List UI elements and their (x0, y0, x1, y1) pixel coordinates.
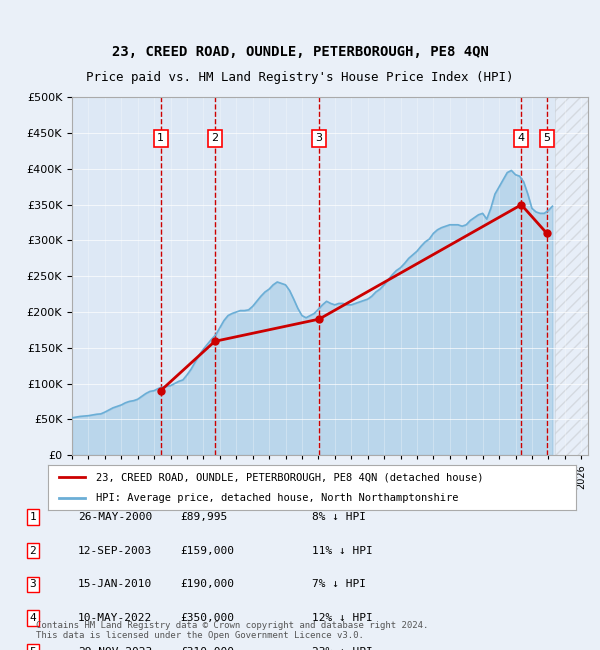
Text: Contains HM Land Registry data © Crown copyright and database right 2024.
This d: Contains HM Land Registry data © Crown c… (36, 621, 428, 640)
Text: £159,000: £159,000 (180, 545, 234, 556)
Text: 3: 3 (316, 133, 323, 143)
Text: 7% ↓ HPI: 7% ↓ HPI (312, 579, 366, 590)
Text: 11% ↓ HPI: 11% ↓ HPI (312, 545, 373, 556)
Text: Price paid vs. HM Land Registry's House Price Index (HPI): Price paid vs. HM Land Registry's House … (86, 72, 514, 84)
Text: 2: 2 (211, 133, 218, 143)
Text: 5: 5 (544, 133, 550, 143)
Text: 29-NOV-2023: 29-NOV-2023 (78, 647, 152, 650)
Text: 2: 2 (29, 545, 37, 556)
Text: 12% ↓ HPI: 12% ↓ HPI (312, 613, 373, 623)
Text: 26-MAY-2000: 26-MAY-2000 (78, 512, 152, 522)
Text: 15-JAN-2010: 15-JAN-2010 (78, 579, 152, 590)
Text: £350,000: £350,000 (180, 613, 234, 623)
Text: 12-SEP-2003: 12-SEP-2003 (78, 545, 152, 556)
Text: £310,000: £310,000 (180, 647, 234, 650)
Text: 23% ↓ HPI: 23% ↓ HPI (312, 647, 373, 650)
Text: £190,000: £190,000 (180, 579, 234, 590)
Text: 3: 3 (29, 579, 37, 590)
Text: 4: 4 (518, 133, 525, 143)
Text: 23, CREED ROAD, OUNDLE, PETERBOROUGH, PE8 4QN (detached house): 23, CREED ROAD, OUNDLE, PETERBOROUGH, PE… (95, 473, 483, 482)
Text: 23, CREED ROAD, OUNDLE, PETERBOROUGH, PE8 4QN: 23, CREED ROAD, OUNDLE, PETERBOROUGH, PE… (112, 46, 488, 60)
Text: 5: 5 (29, 647, 37, 650)
Text: 1: 1 (29, 512, 37, 522)
Text: 8% ↓ HPI: 8% ↓ HPI (312, 512, 366, 522)
Text: 10-MAY-2022: 10-MAY-2022 (78, 613, 152, 623)
Text: £89,995: £89,995 (180, 512, 227, 522)
Text: 4: 4 (29, 613, 37, 623)
Text: HPI: Average price, detached house, North Northamptonshire: HPI: Average price, detached house, Nort… (95, 493, 458, 502)
Bar (555, 98, 588, 455)
Text: 1: 1 (157, 133, 164, 143)
